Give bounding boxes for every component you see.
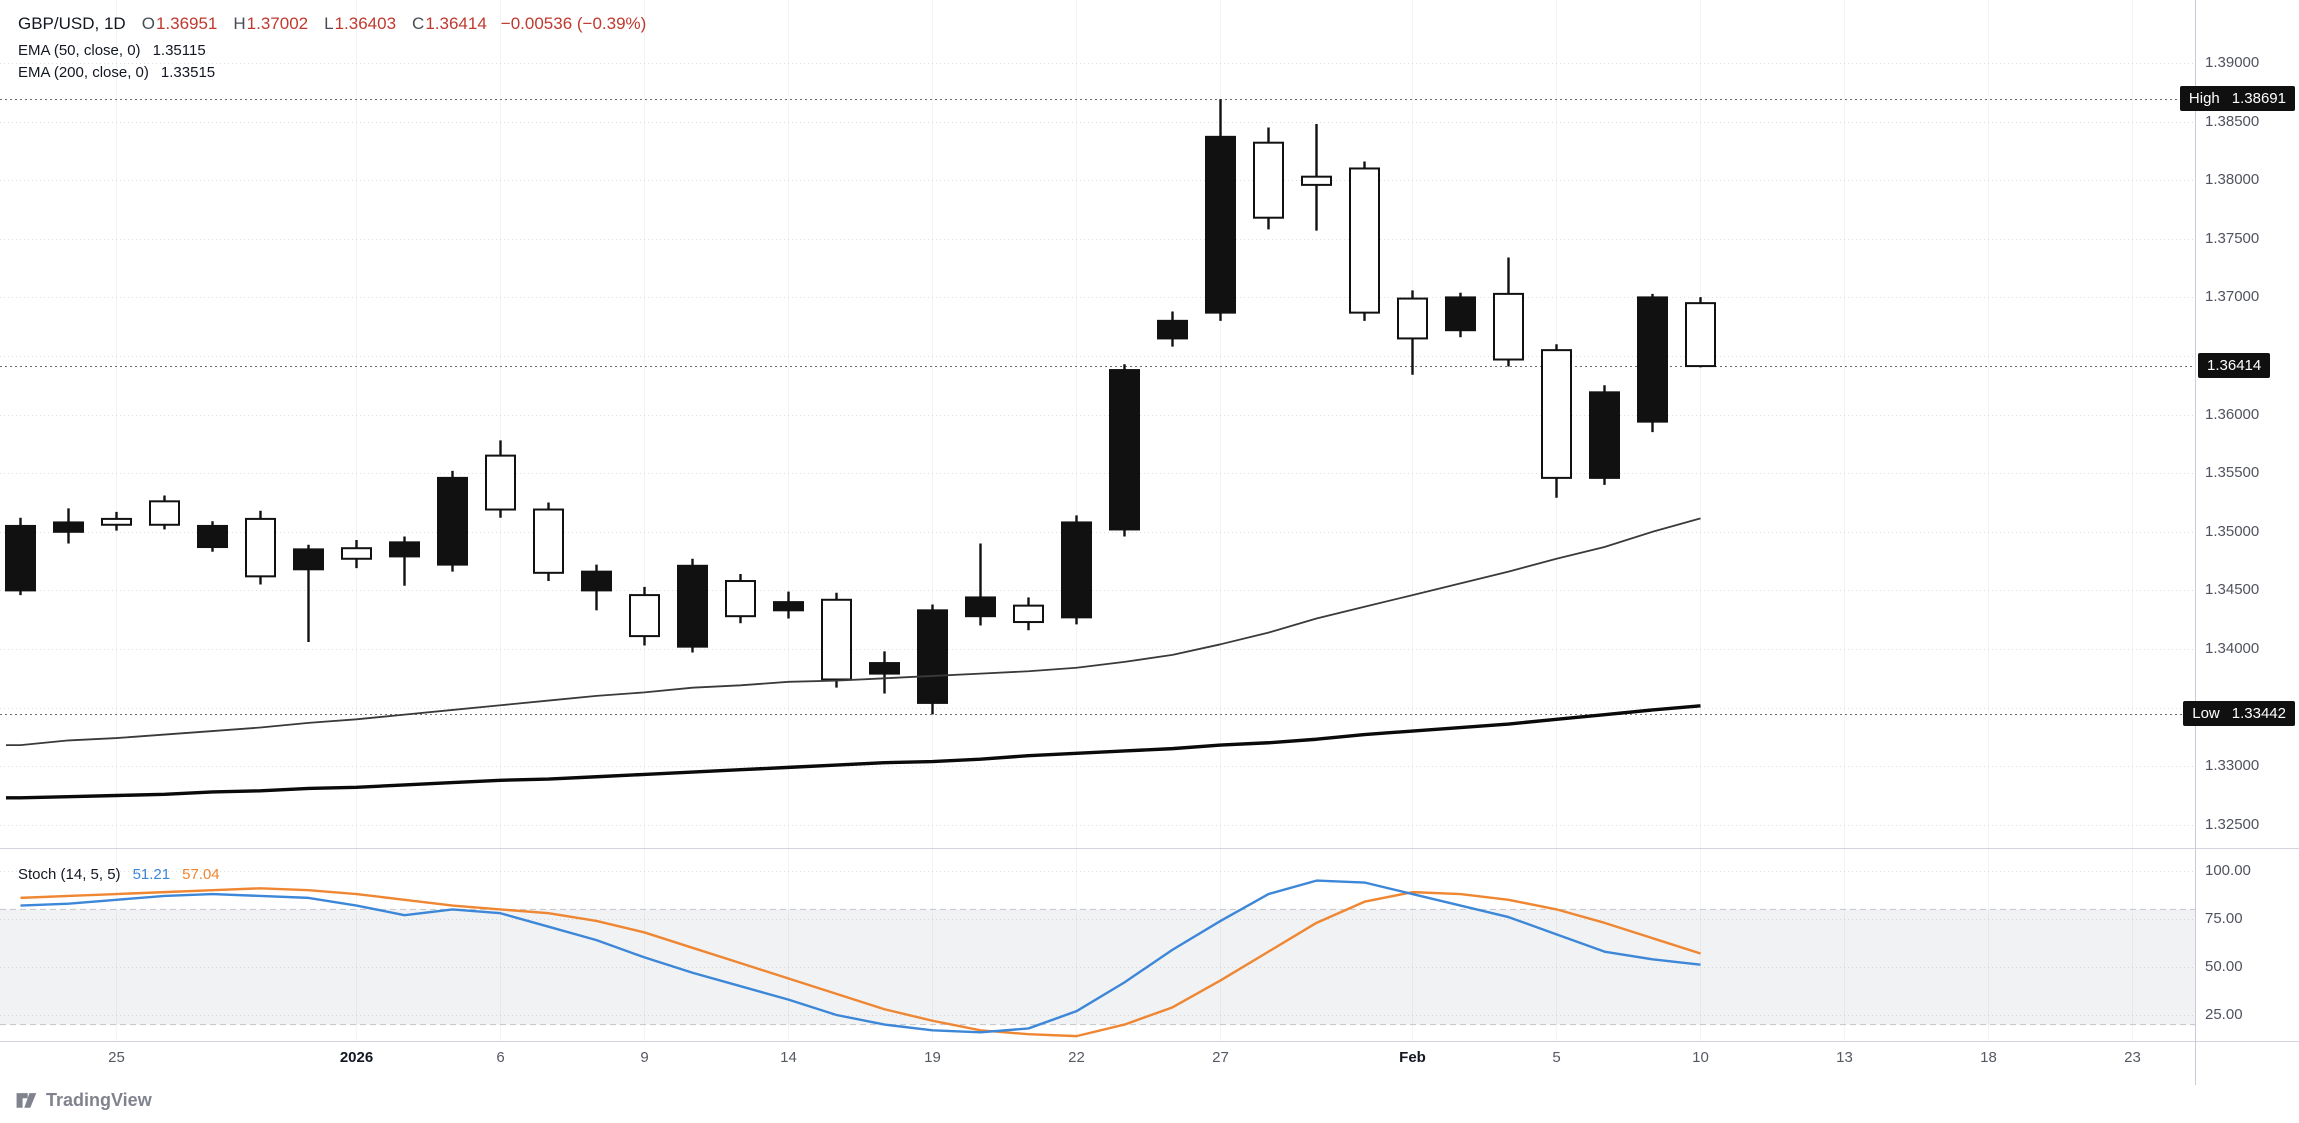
open-value: 1.36951 bbox=[155, 14, 218, 33]
time-tick-label: 18 bbox=[1980, 1049, 1997, 1066]
stoch-d-value: 57.04 bbox=[182, 866, 220, 883]
last-badge-value: 1.36414 bbox=[2207, 357, 2262, 375]
price-tick-label: 1.35000 bbox=[2205, 522, 2260, 540]
ema200-legend-row[interactable]: EMA (200, close, 0) 1.33515 bbox=[18, 64, 215, 81]
time-tick-label: 23 bbox=[2124, 1049, 2141, 1066]
close-value: 1.36414 bbox=[425, 14, 487, 33]
stoch-tick-label: 25.00 bbox=[2205, 1006, 2243, 1023]
stoch-legend-row[interactable]: Stoch (14, 5, 5) 51.21 57.04 bbox=[18, 866, 220, 883]
stoch-tick-label: 75.00 bbox=[2205, 910, 2243, 927]
time-tick-label: Feb bbox=[1399, 1049, 1426, 1066]
time-tick-label: 14 bbox=[780, 1049, 797, 1066]
stoch-k-value: 51.21 bbox=[132, 866, 171, 883]
stoch-tick-label: 50.00 bbox=[2205, 958, 2243, 975]
low-label: L bbox=[324, 14, 334, 33]
time-tick-label: 27 bbox=[1212, 1049, 1229, 1066]
ohlc-low: L 1.36403 bbox=[324, 14, 396, 34]
low-badge-label: Low bbox=[2192, 705, 2220, 723]
open-label: O bbox=[141, 14, 155, 33]
ema50-label: EMA (50, close, 0) bbox=[18, 42, 141, 59]
high-badge-value: 1.38691 bbox=[2231, 90, 2286, 108]
price-tick-label: 1.38500 bbox=[2205, 112, 2260, 130]
price-tick-label: 1.35500 bbox=[2205, 464, 2260, 482]
change-value: −0.00536 (−0.39%) bbox=[500, 14, 647, 33]
price-tick-label: 1.39000 bbox=[2205, 54, 2260, 71]
time-tick-label: 2026 bbox=[339, 1049, 374, 1066]
price-tick-label: 1.37500 bbox=[2205, 229, 2260, 247]
high-label: H bbox=[233, 14, 246, 33]
time-axis[interactable]: 25 2026 6 9 14 19 22 27 Feb 5 10 13 18 23 bbox=[0, 1041, 2299, 1085]
time-tick-label: 22 bbox=[1068, 1049, 1085, 1066]
stoch-label: Stoch (14, 5, 5) bbox=[18, 866, 121, 883]
high-badge-label: High bbox=[2188, 90, 2220, 108]
price-tick-label: 1.33000 bbox=[2205, 757, 2260, 775]
price-tick-label: 1.36000 bbox=[2205, 405, 2260, 423]
last-price-badge: 1.36414 bbox=[2198, 353, 2271, 379]
price-axis[interactable]: 1.39000 1.38500 1.38000 1.37500 1.37000 1.360… bbox=[2195, 0, 2299, 1041]
low-value: 1.36403 bbox=[334, 14, 397, 33]
ema200-label: EMA (200, close, 0) bbox=[18, 64, 149, 81]
ema50-legend-row[interactable]: EMA (50, close, 0) 1.35115 bbox=[18, 42, 206, 59]
tradingview-logo[interactable]: TradingView bbox=[14, 1088, 152, 1112]
high-value: 1.37002 bbox=[246, 14, 309, 33]
tradingview-logo-text: TradingView bbox=[46, 1089, 152, 1110]
price-tick-label: 1.37000 bbox=[2205, 288, 2260, 306]
symbol-legend-row[interactable]: GBP/USD, 1D O 1.36951 H 1.37002 L 1.36403 C… bbox=[18, 14, 646, 34]
high-price-badge: High 1.38691 bbox=[2179, 86, 2295, 112]
time-tick-label: 25 bbox=[108, 1049, 125, 1066]
price-tick-label: 1.34000 bbox=[2205, 640, 2260, 657]
stoch-tick-label: 100.00 bbox=[2205, 862, 2251, 879]
ema50-value: 1.35115 bbox=[152, 42, 206, 59]
price-tick-label: 1.32500 bbox=[2205, 815, 2260, 833]
ohlc-close: C 1.36414 bbox=[412, 14, 487, 34]
low-price-badge: Low 1.33442 bbox=[2183, 701, 2295, 727]
close-label: C bbox=[412, 14, 425, 33]
time-tick-label: 9 bbox=[640, 1049, 649, 1066]
symbol-title: GBP/USD, 1D bbox=[18, 14, 126, 33]
time-tick-label: 5 bbox=[1552, 1049, 1561, 1066]
time-tick-label: 10 bbox=[1692, 1049, 1709, 1066]
ohlc-high: H 1.37002 bbox=[233, 14, 308, 34]
time-tick-label: 13 bbox=[1836, 1049, 1853, 1066]
price-tick-label: 1.34500 bbox=[2205, 581, 2260, 599]
low-badge-value: 1.33442 bbox=[2231, 705, 2286, 723]
tradingview-logo-icon bbox=[16, 1093, 37, 1108]
time-tick-label: 19 bbox=[924, 1049, 941, 1066]
price-tick-label: 1.38000 bbox=[2205, 171, 2260, 189]
ohlc-open: O 1.36951 bbox=[142, 14, 218, 34]
ema200-value: 1.33515 bbox=[160, 64, 216, 81]
time-tick-label: 6 bbox=[496, 1049, 505, 1066]
